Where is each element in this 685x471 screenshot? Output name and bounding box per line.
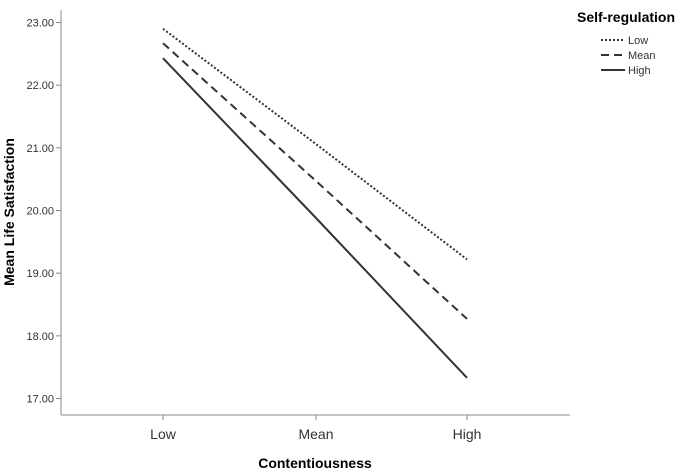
y-ticks: 17.00 18.00 19.00 20.00 21.00 22.00 23.00: [26, 18, 61, 406]
y-axis-title: Mean Life Satisfaction: [1, 138, 17, 286]
x-axis-title: Contentiousness: [258, 455, 372, 471]
y-tick-label: 18.00: [26, 331, 54, 343]
legend-title: Self-regulation: [577, 9, 675, 25]
x-tick-label: High: [453, 426, 482, 442]
legend-label-mean: Mean: [628, 50, 656, 62]
legend-label-high: High: [628, 65, 651, 77]
plot-area: 17.00 18.00 19.00 20.00 21.00 22.00 23.00 Low M…: [26, 10, 570, 442]
y-tick-label: 21.00: [26, 143, 54, 155]
x-tick-label: Mean: [298, 426, 333, 442]
series-line-high: [162, 57, 468, 379]
legend: Self-regulation Low Mean High: [577, 9, 675, 77]
legend-entries: Low Mean High: [601, 35, 656, 77]
x-tick-label: Low: [150, 426, 177, 442]
y-tick-label: 23.00: [26, 18, 54, 30]
legend-label-low: Low: [628, 35, 648, 47]
y-tick-label: 19.00: [26, 268, 54, 280]
x-ticks: Low Mean High: [150, 415, 481, 442]
y-tick-label: 17.00: [26, 394, 54, 406]
series-line-low: [162, 28, 468, 261]
y-tick-label: 20.00: [26, 206, 54, 218]
series-line-mean: [162, 42, 468, 320]
series-lines: [162, 28, 468, 379]
y-tick-label: 22.00: [26, 80, 54, 92]
